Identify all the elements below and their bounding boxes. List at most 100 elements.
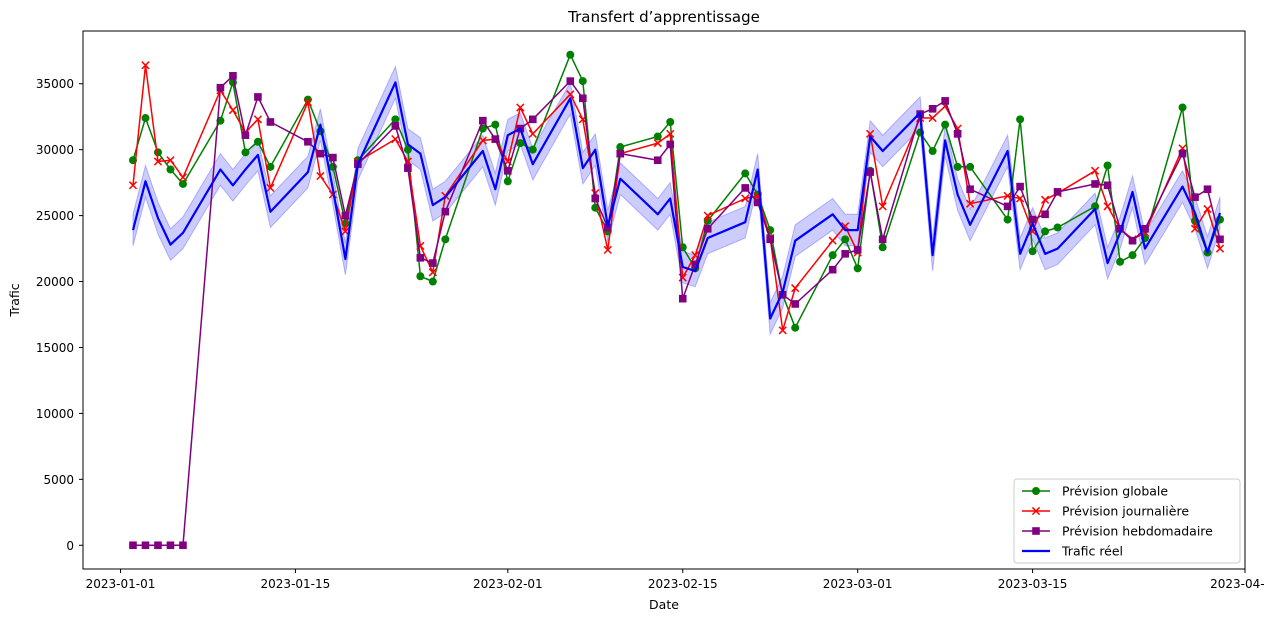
data-point-prevision-globale [666, 117, 675, 126]
data-point-prevision-globale [528, 145, 537, 154]
data-point-prevision-journaliere [928, 113, 937, 123]
x-tick-label: 2023-01-15 [261, 577, 331, 591]
data-point-prevision-journaliere [1203, 204, 1212, 214]
data-point-prevision-journaliere [478, 136, 487, 145]
data-point-prevision-globale [266, 162, 275, 171]
data-point-prevision-hebdomadaire [953, 130, 962, 138]
data-point-prevision-hebdomadaire [1016, 182, 1024, 191]
data-point-prevision-globale [953, 162, 962, 171]
data-point-prevision-journaliere [516, 103, 525, 112]
data-point-prevision-globale [853, 264, 862, 273]
data-point-prevision-hebdomadaire [1028, 215, 1037, 224]
data-point-prevision-hebdomadaire [391, 122, 400, 130]
data-point-prevision-globale [1091, 202, 1100, 211]
data-point-prevision-globale [153, 148, 162, 157]
data-point-prevision-hebdomadaire [529, 115, 537, 124]
y-tick-label: 15000 [36, 341, 74, 355]
data-point-prevision-hebdomadaire [1191, 193, 1199, 201]
data-point-prevision-hebdomadaire [141, 541, 150, 550]
data-point-prevision-journaliere [153, 157, 163, 166]
y-tick-label: 0 [66, 539, 74, 553]
data-point-prevision-hebdomadaire [266, 118, 275, 126]
data-point-prevision-hebdomadaire [229, 72, 237, 80]
legend-item-trafic-reel: Trafic réel [1022, 544, 1123, 559]
data-point-prevision-hebdomadaire [1053, 188, 1062, 196]
data-point-prevision-globale [416, 272, 425, 281]
data-point-prevision-hebdomadaire [703, 224, 712, 233]
data-point-prevision-journaliere [228, 105, 238, 115]
data-point-prevision-hebdomadaire [479, 116, 487, 125]
data-point-prevision-journaliere [391, 134, 400, 144]
data-point-prevision-globale [1028, 247, 1037, 256]
legend-label: Prévision journalière [1062, 504, 1189, 519]
data-point-prevision-hebdomadaire [778, 290, 787, 299]
x-tick-label: 2023-04-01 [1210, 577, 1265, 591]
y-axis-ticks: 0 5000 10000 15000 20000 25000 30000 35000 [36, 77, 83, 553]
data-point-prevision-globale [1103, 161, 1112, 170]
data-point-prevision-hebdomadaire [1128, 236, 1137, 245]
data-point-prevision-journaliere [1103, 202, 1112, 211]
data-point-prevision-globale [1178, 103, 1187, 112]
plot-area [128, 50, 1225, 550]
data-point-prevision-globale [1003, 215, 1012, 224]
data-point-prevision-journaliere [878, 202, 887, 211]
chart-title: Transfert d’apprentissage [567, 8, 760, 26]
data-point-prevision-journaliere [166, 156, 175, 165]
data-point-prevision-journaliere [303, 98, 313, 107]
data-point-prevision-hebdomadaire [216, 83, 225, 92]
data-point-prevision-globale [403, 145, 412, 154]
legend-label: Prévision hebdomadaire [1062, 524, 1213, 539]
data-point-prevision-journaliere [1040, 195, 1050, 204]
data-point-prevision-journaliere [828, 236, 837, 245]
data-point-prevision-globale [141, 114, 150, 123]
data-point-prevision-journaliere [1090, 166, 1100, 175]
legend-swatch-marker [1032, 487, 1040, 495]
data-point-prevision-journaliere [866, 129, 875, 138]
data-point-prevision-globale [516, 139, 525, 148]
data-point-prevision-journaliere [428, 268, 437, 277]
data-point-prevision-hebdomadaire [678, 294, 687, 303]
data-point-prevision-globale [166, 165, 175, 174]
data-point-prevision-hebdomadaire [441, 207, 450, 216]
data-point-prevision-journaliere [128, 181, 138, 190]
data-point-prevision-hebdomadaire [504, 166, 512, 175]
data-point-prevision-journaliere [666, 129, 675, 138]
data-point-prevision-globale [841, 235, 850, 244]
series-line-prevision-journaliere [132, 64, 1221, 332]
legend-box [1013, 478, 1241, 564]
data-point-prevision-globale [1041, 227, 1050, 236]
data-point-prevision-hebdomadaire [429, 259, 437, 267]
data-point-prevision-hebdomadaire [316, 149, 325, 158]
data-point-prevision-hebdomadaire [1203, 185, 1212, 194]
data-point-prevision-hebdomadaire [928, 104, 937, 113]
data-point-prevision-hebdomadaire [666, 140, 675, 149]
data-point-prevision-globale [303, 95, 312, 104]
data-point-prevision-hebdomadaire [591, 194, 600, 203]
data-point-prevision-hebdomadaire [566, 77, 575, 85]
data-point-prevision-globale [1016, 115, 1025, 124]
data-point-prevision-journaliere [1015, 194, 1025, 203]
data-point-prevision-globale [791, 323, 800, 332]
data-point-prevision-hebdomadaire [1116, 224, 1124, 233]
x-tick-label: 2023-03-15 [998, 577, 1068, 591]
data-point-prevision-journaliere [791, 284, 800, 293]
data-point-prevision-globale [428, 277, 437, 286]
data-point-prevision-hebdomadaire [828, 265, 837, 274]
data-point-prevision-hebdomadaire [753, 198, 762, 207]
data-point-prevision-hebdomadaire [129, 541, 137, 550]
y-axis-label: Trafic [7, 283, 22, 317]
data-point-prevision-hebdomadaire [1216, 235, 1224, 244]
data-point-prevision-globale [441, 235, 450, 244]
y-tick-label: 35000 [36, 77, 74, 91]
data-point-prevision-journaliere [1003, 191, 1012, 200]
series-line-trafic-reel [131, 81, 1222, 320]
data-point-prevision-hebdomadaire [853, 246, 862, 254]
legend-label: Prévision globale [1062, 484, 1168, 499]
data-point-prevision-hebdomadaire [154, 541, 162, 550]
data-point-prevision-hebdomadaire [1103, 181, 1112, 190]
data-point-prevision-globale [741, 169, 750, 178]
data-point-prevision-journaliere [1215, 244, 1225, 253]
data-point-prevision-journaliere [653, 138, 662, 148]
x-tick-label: 2023-02-01 [473, 577, 543, 591]
data-point-prevision-hebdomadaire [603, 223, 612, 232]
